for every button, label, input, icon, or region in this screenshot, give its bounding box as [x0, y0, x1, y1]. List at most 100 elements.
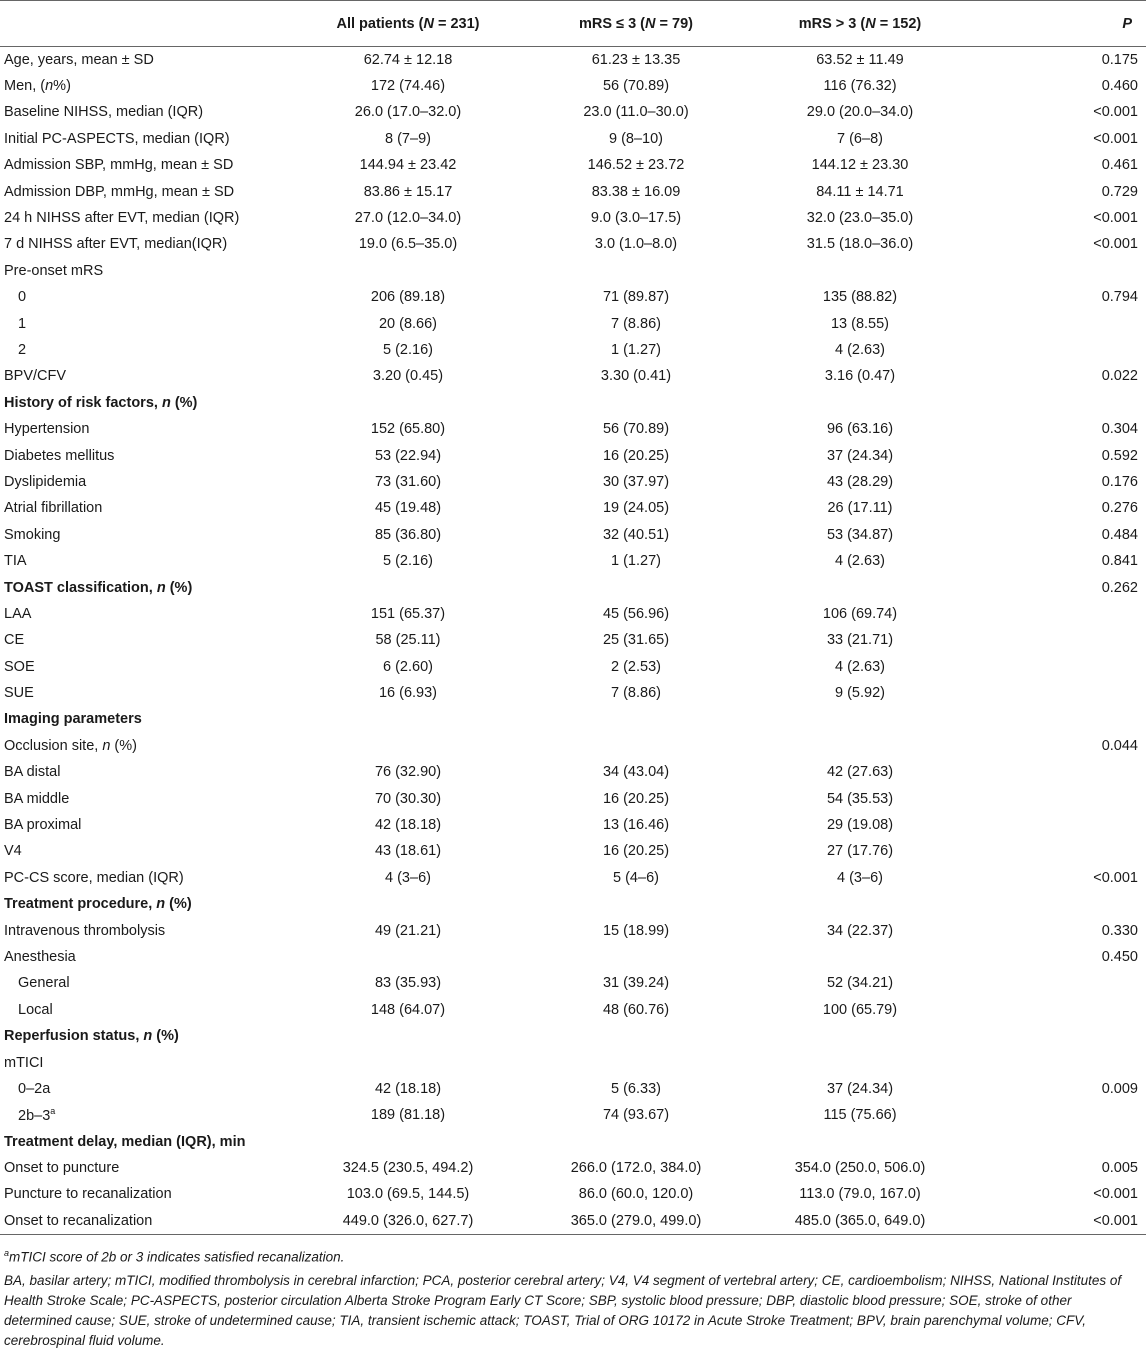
cell-mrs-high: 63.52 ± 11.49: [816, 51, 904, 68]
cell-p-value: [972, 1023, 1146, 1049]
row-label: Treatment delay, median (IQR), min: [4, 1133, 246, 1150]
table-row: BPV/CFV 3.20 (0.45) 3.30 (0.41) 3.16 (0.47)…: [0, 363, 1146, 389]
table-row: BA proximal 42 (18.18) 13 (16.46) 29 (19.08…: [0, 812, 1146, 838]
table-row: Men, (n%) 172 (74.46) 56 (70.89) 116 (76.32…: [0, 73, 1146, 99]
row-label: SOE: [4, 658, 35, 675]
cell-all-patients: 76 (32.90): [374, 764, 442, 781]
row-label: Treatment procedure, n (%): [4, 896, 192, 913]
cell-mrs-high: [748, 1049, 972, 1075]
header-label-column: [0, 0, 292, 47]
cell-mrs-high: 354.0 (250.0, 506.0): [794, 1160, 926, 1177]
cell-mrs-low: 23.0 (11.0–30.0): [583, 104, 689, 121]
cell-p-value: 0.841: [1101, 553, 1138, 570]
cell-all-patients: 324.5 (230.5, 494.2): [342, 1160, 474, 1177]
cell-p-value: 0.304: [1101, 421, 1138, 438]
cell-mrs-high: 26 (17.11): [827, 500, 893, 517]
table-row: 0 206 (89.18) 71 (89.87) 135 (88.82) 0.794: [0, 284, 1146, 310]
row-label: BA middle: [4, 790, 70, 807]
cell-p-value: [972, 310, 1146, 336]
row-label: Baseline NIHSS, median (IQR): [4, 104, 204, 121]
cell-p-value: [972, 970, 1146, 996]
cell-all-patients: 62.74 ± 12.18: [363, 51, 453, 68]
cell-mrs-low: 5 (6.33): [611, 1080, 661, 1097]
cell-mrs-low: [524, 891, 748, 917]
cell-p-value: [972, 258, 1146, 284]
cell-mrs-low: 5 (4–6): [613, 869, 659, 886]
row-label: Age, years, mean ± SD: [4, 51, 154, 68]
cell-p-value: [972, 627, 1146, 653]
table-row: LAA 151 (65.37) 45 (56.96) 106 (69.74): [0, 601, 1146, 627]
cell-mrs-low: 9.0 (3.0–17.5): [590, 210, 682, 227]
table-row: Pre-onset mRS: [0, 258, 1146, 284]
row-label: Initial PC-ASPECTS, median (IQR): [4, 130, 230, 147]
cell-all-patients: 26.0 (17.0–32.0): [354, 104, 462, 121]
cell-mrs-high: 144.12 ± 23.30: [811, 157, 909, 174]
cell-mrs-low: 1 (1.27): [611, 553, 661, 570]
row-label: Pre-onset mRS: [4, 262, 104, 279]
cell-p-value: 0.176: [1101, 473, 1138, 490]
cell-p-value: 0.484: [1101, 526, 1138, 543]
cell-mrs-high: [748, 1023, 972, 1049]
cell-mrs-high: 84.11 ± 14.71: [816, 183, 904, 200]
cell-mrs-high: 54 (35.53): [826, 790, 894, 807]
cell-p-value: 0.592: [1101, 447, 1138, 464]
table-row: Baseline NIHSS, median (IQR) 26.0 (17.0–3…: [0, 99, 1146, 125]
cell-mrs-high: [748, 706, 972, 732]
cell-mrs-low: [524, 1023, 748, 1049]
cell-mrs-high: 52 (34.21): [826, 975, 894, 992]
row-label: Diabetes mellitus: [4, 447, 115, 464]
cell-mrs-high: [748, 944, 972, 970]
row-label: mTICI: [4, 1054, 44, 1071]
table-row: Dyslipidemia 73 (31.60) 30 (37.97) 43 (28.2…: [0, 469, 1146, 495]
cell-all-patients: 189 (81.18): [370, 1107, 446, 1124]
row-label: Reperfusion status, n (%): [4, 1028, 179, 1045]
table-row: Smoking 85 (36.80) 32 (40.51) 53 (34.87) 0.4…: [0, 522, 1146, 548]
cell-mrs-high: 37 (24.34): [826, 447, 894, 464]
cell-mrs-low: [524, 733, 748, 759]
cell-p-value: 0.450: [1101, 948, 1138, 965]
table-row: SOE 6 (2.60) 2 (2.53) 4 (2.63): [0, 653, 1146, 679]
cell-p-value: [972, 390, 1146, 416]
cell-p-value: 0.262: [1101, 579, 1138, 596]
row-label: Imaging parameters: [4, 711, 142, 728]
cell-all-patients: 53 (22.94): [374, 447, 442, 464]
row-label: SUE: [4, 685, 34, 702]
cell-mrs-low: [524, 574, 748, 600]
cell-all-patients: [292, 1023, 524, 1049]
cell-mrs-low: 71 (89.87): [602, 289, 670, 306]
cell-all-patients: 151 (65.37): [370, 605, 446, 622]
cell-p-value: 0.794: [1101, 289, 1138, 306]
cell-all-patients: 206 (89.18): [370, 289, 446, 306]
cell-all-patients: 103.0 (69.5, 144.5): [346, 1186, 470, 1203]
cell-p-value: 0.460: [1101, 78, 1138, 95]
table-row: CE 58 (25.11) 25 (31.65) 33 (21.71): [0, 627, 1146, 653]
cell-all-patients: 49 (21.21): [374, 922, 442, 939]
section-row: Treatment procedure, n (%): [0, 891, 1146, 917]
cell-mrs-low: 1 (1.27): [611, 341, 661, 358]
cell-mrs-high: 29 (19.08): [826, 817, 894, 834]
row-label: 0–2a: [18, 1080, 51, 1097]
cell-all-patients: 85 (36.80): [374, 526, 442, 543]
cell-all-patients: 58 (25.11): [375, 632, 441, 649]
cell-mrs-low: 32 (40.51): [602, 526, 670, 543]
row-label: Puncture to recanalization: [4, 1186, 172, 1203]
cell-p-value: [972, 785, 1146, 811]
cell-mrs-high: 42 (27.63): [826, 764, 894, 781]
row-label: Anesthesia: [4, 948, 76, 965]
cell-p-value: 0.022: [1101, 368, 1138, 385]
cell-all-patients: 148 (64.07): [370, 1001, 446, 1018]
section-row: Imaging parameters: [0, 706, 1146, 732]
table-row: Occlusion site, n (%) 0.044: [0, 733, 1146, 759]
row-label: Onset to recanalization: [0, 1207, 292, 1235]
baseline-characteristics-table: All patients (N = 231) mRS ≤ 3 (N = 79) …: [0, 0, 1146, 1235]
cell-p-value: [972, 759, 1146, 785]
cell-mrs-low: 31 (39.24): [602, 975, 670, 992]
table-row: Age, years, mean ± SD 62.74 ± 12.18 61.23 …: [0, 47, 1146, 73]
table-row: Initial PC-ASPECTS, median (IQR) 8 (7–9) 9…: [0, 126, 1146, 152]
cell-mrs-high: 9 (5.92): [835, 685, 885, 702]
cell-p-value: 0.729: [1101, 183, 1138, 200]
cell-p-value: <0.001: [1093, 210, 1138, 227]
cell-p-value: <0.001: [1093, 869, 1138, 886]
cell-mrs-low: [524, 944, 748, 970]
cell-mrs-low: 2 (2.53): [611, 658, 661, 675]
